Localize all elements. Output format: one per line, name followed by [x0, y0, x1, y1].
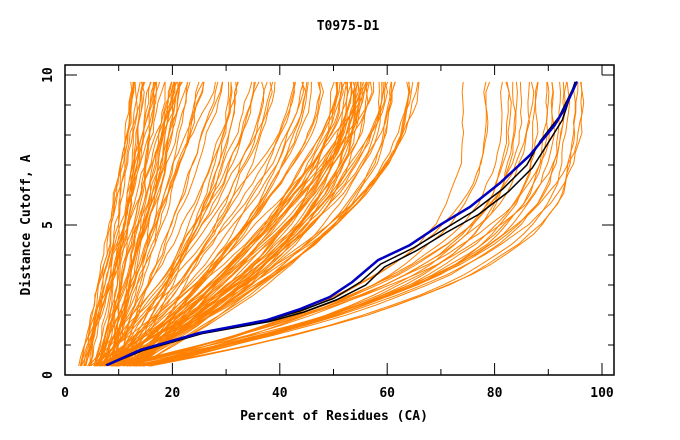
- background-curve-133: [136, 81, 562, 367]
- background-curve-25: [85, 81, 146, 367]
- x-axis-label: Percent of Residues (CA): [240, 409, 428, 424]
- background-curve-29: [113, 81, 173, 367]
- x-tick-label-100: 100: [590, 386, 614, 401]
- background-curve-96: [111, 81, 353, 367]
- highlight-point-13: [553, 124, 556, 126]
- highlight-point-9: [439, 224, 441, 226]
- background-curve-112: [104, 81, 410, 367]
- highlight-point-2: [198, 332, 201, 334]
- background-curve-57: [125, 81, 341, 367]
- y-axis-label: Distance Cutoff, A: [19, 154, 34, 295]
- background-curve-124: [135, 81, 489, 367]
- highlight-point-14: [564, 107, 566, 109]
- background-curve-119: [110, 81, 396, 367]
- background-curve-30: [108, 81, 224, 367]
- highlight-point-10: [469, 206, 471, 208]
- highlight-curve-group: [106, 81, 578, 367]
- x-tick-label-0: 0: [61, 386, 69, 401]
- background-curve-106: [136, 81, 386, 367]
- background-curve-35: [118, 81, 223, 367]
- background-curve-77: [96, 81, 322, 367]
- x-tick-label-20: 20: [165, 386, 181, 401]
- background-curve-63: [111, 81, 276, 367]
- background-curve-18: [79, 81, 176, 367]
- chart-title: T0975-D1: [317, 19, 380, 34]
- background-curve-79: [119, 81, 253, 367]
- highlight-point-11: [499, 182, 501, 184]
- background-curve-118: [98, 81, 344, 367]
- background-curve-102: [99, 81, 370, 367]
- background-curve-43: [87, 81, 136, 367]
- background-curve-75: [131, 81, 307, 367]
- reference-curve-1: [107, 81, 576, 366]
- background-curve-144: [111, 81, 531, 367]
- background-curve-135: [150, 81, 571, 367]
- highlight-point-15: [576, 81, 578, 83]
- highlight-point-3: [266, 319, 268, 321]
- y-tick-label-0: 0: [41, 371, 56, 379]
- background-curve-117: [98, 81, 373, 367]
- background-curve-23: [110, 81, 180, 367]
- background-curve-113: [117, 81, 396, 367]
- background-curve-54: [87, 81, 268, 367]
- highlight-point-1: [139, 349, 141, 351]
- background-curve-95: [122, 81, 358, 367]
- background-curve-84: [111, 81, 265, 367]
- background-curve-139: [147, 81, 576, 367]
- background-curve-42: [108, 81, 144, 367]
- background-curve-40: [95, 81, 176, 367]
- x-tick-label-80: 80: [487, 386, 503, 401]
- highlight-curve: [106, 81, 578, 367]
- background-curve-69: [95, 81, 238, 367]
- background-curve-78: [120, 81, 305, 367]
- highlight-point-7: [377, 259, 379, 261]
- highlight-point-6: [351, 281, 354, 283]
- background-curve-65: [98, 81, 368, 367]
- background-curve-138: [118, 81, 465, 367]
- background-curve-33: [83, 81, 136, 367]
- x-tick-label-60: 60: [379, 386, 395, 401]
- background-curve-116: [125, 81, 356, 367]
- background-curve-70: [95, 81, 239, 367]
- background-curve-36: [112, 81, 166, 367]
- background-curve-21: [102, 81, 166, 367]
- highlight-point-0: [106, 364, 108, 366]
- x-axis-ticks: 0 20 40 60 80 100: [61, 65, 614, 401]
- background-curve-94: [122, 81, 383, 367]
- background-curves: [78, 81, 585, 367]
- background-curve-115: [129, 81, 353, 367]
- background-curve-131: [122, 81, 556, 367]
- background-curve-44: [83, 81, 151, 367]
- background-curve-83: [134, 81, 339, 367]
- x-tick-label-40: 40: [272, 386, 288, 401]
- highlight-point-12: [529, 154, 531, 156]
- background-curve-110: [113, 81, 389, 367]
- background-curve-104: [97, 81, 380, 367]
- background-curve-32: [100, 81, 216, 367]
- highlight-point-8: [409, 244, 411, 246]
- background-curve-108: [118, 81, 335, 367]
- background-curve-82: [117, 81, 260, 367]
- background-curve-51: [133, 81, 296, 367]
- background-curve-143: [130, 81, 539, 367]
- plot-frame: [64, 64, 615, 376]
- highlight-point-4: [299, 308, 302, 310]
- background-curve-129: [118, 81, 510, 367]
- background-curve-46: [116, 81, 308, 367]
- background-curve-125: [134, 81, 583, 367]
- background-curve-141: [138, 81, 585, 367]
- background-curve-114: [128, 81, 393, 367]
- y-axis-ticks: 0 5 10: [41, 65, 614, 379]
- background-curve-19: [96, 81, 205, 367]
- background-curve-140: [111, 81, 566, 367]
- y-tick-label-10: 10: [41, 67, 56, 83]
- y-tick-label-5: 5: [41, 221, 56, 229]
- highlight-point-5: [328, 296, 331, 298]
